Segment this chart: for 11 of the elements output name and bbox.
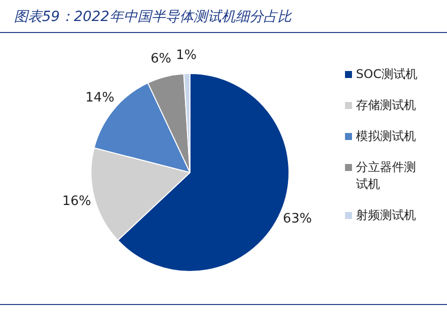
legend-label: 模拟测试机: [356, 128, 417, 145]
data-label: 63%: [282, 211, 312, 226]
data-label: 16%: [62, 194, 92, 209]
data-label: 14%: [85, 90, 114, 106]
legend-label: 存储测试机: [356, 97, 417, 114]
legend-label: 射频测试机: [356, 207, 417, 224]
data-label: 1%: [176, 48, 197, 63]
legend-label: 分立器件测试机: [356, 159, 417, 193]
legend-label: SOC测试机: [356, 66, 418, 83]
data-label: 6%: [150, 52, 172, 67]
chart-title: 图表59：2022年中国半导体测试机细分占比: [14, 8, 292, 26]
